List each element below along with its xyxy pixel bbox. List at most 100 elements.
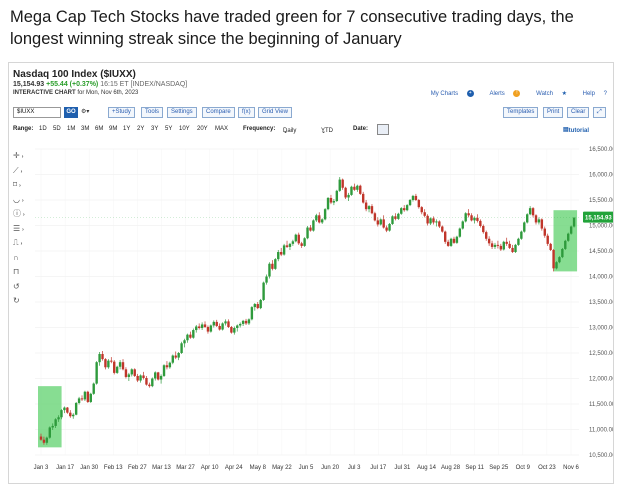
tweet-caption: Mega Cap Tech Stocks have traded green f… [10, 8, 574, 48]
x-tick-label: Jun 20 [321, 465, 340, 471]
candle-body [197, 326, 201, 329]
last-price-tag [583, 211, 613, 223]
fib-tool-icon[interactable]: ☰ › [13, 223, 24, 233]
candle-body [458, 228, 462, 237]
x-tick-label: Apr 24 [225, 465, 243, 471]
expand-icon[interactable]: ⤢ [593, 107, 606, 118]
range-option-3y[interactable]: 3Y [151, 126, 159, 132]
candle-body [572, 217, 576, 227]
redo-icon[interactable]: ↻ [13, 296, 20, 305]
candle-body [320, 219, 324, 223]
candle-body [370, 206, 374, 214]
y-tick-label: 12,500.00 [589, 351, 614, 357]
x-tick-label: Oct 23 [538, 465, 556, 471]
go-button[interactable]: GO [64, 107, 78, 118]
print-button[interactable]: Print [543, 107, 564, 118]
gear-icon[interactable]: ⚙▾ [81, 109, 90, 115]
candle-body [502, 241, 505, 250]
range-option-2y[interactable]: 2Y [137, 126, 145, 132]
candle-body [113, 361, 116, 373]
candle-body [60, 410, 63, 418]
candle-body [303, 238, 306, 246]
candle-body [57, 417, 60, 420]
x-tick-label: Nov 6 [563, 465, 579, 471]
candle-body [555, 262, 558, 269]
candle-body [183, 340, 186, 344]
range-option-10y[interactable]: 10Y [179, 126, 190, 132]
study-button[interactable]: +Study [108, 107, 135, 118]
symbol-input[interactable]: $IUXX [13, 107, 61, 118]
range-option-9m[interactable]: 9M [109, 126, 118, 132]
x-tick-label: Feb 27 [128, 465, 147, 471]
templates-button[interactable]: Templates [503, 107, 539, 118]
candle-body [338, 179, 341, 191]
grid-view-button[interactable]: Grid View [258, 107, 292, 118]
candle-body [356, 185, 359, 190]
candle-body [382, 219, 385, 228]
x-tick-label: Aug 14 [417, 465, 437, 471]
range-option-max[interactable]: MAX [215, 126, 229, 132]
candlestick-chart: 16,500.00 16,000.00 15,500.00 15,000.00 14,5… [34, 147, 614, 471]
range-option-5d[interactable]: 5D [53, 126, 61, 132]
undo-icon[interactable]: ↺ [13, 281, 20, 291]
clear-button[interactable]: Clear [567, 107, 590, 118]
tutorial-link[interactable]: ▤ tutorial [563, 127, 590, 134]
help-link[interactable]: Help ? [582, 91, 607, 98]
candle-body [329, 197, 333, 203]
range-option-1m[interactable]: 1M [67, 126, 76, 132]
range-bar: Range: 1D 5D 1M 3M 6M 9M 1Y 2Y 3Y 5Y 10Y 20Y MAX Fre… [13, 124, 590, 135]
candle-body [455, 236, 459, 243]
measure-tool-icon[interactable]: ⎍ › [13, 238, 23, 247]
candle-body [417, 200, 421, 208]
alerts-link[interactable]: Alerts ! [482, 90, 521, 97]
candle-body [268, 263, 271, 277]
candle-body [332, 201, 336, 203]
my-charts-link[interactable]: My Charts + [424, 90, 474, 97]
candle-body [312, 220, 315, 231]
range-option-20y[interactable]: 20Y [197, 126, 208, 132]
candle-body [159, 375, 163, 380]
info-tool-icon[interactable]: ⓘ › [13, 209, 25, 218]
candle-body [77, 398, 81, 403]
watch-link[interactable]: Watch ★ [536, 91, 567, 98]
x-tick-label: Feb 13 [104, 465, 123, 471]
candle-body [318, 215, 321, 223]
candle-body [388, 223, 391, 231]
tools-button[interactable]: Tools [141, 107, 164, 118]
last-price-tag-label: 15,154.93 [585, 216, 612, 222]
settings-button[interactable]: Settings [167, 107, 197, 118]
magnet-icon[interactable]: ∩ [13, 252, 19, 262]
candle-body [230, 326, 233, 333]
candle-body [297, 234, 300, 244]
x-tick-label: Sep 25 [489, 465, 509, 471]
curve-tool-icon[interactable]: ◡ › [13, 194, 24, 204]
candle-body [476, 217, 479, 221]
candle-body [247, 319, 251, 324]
candle-body [379, 219, 382, 225]
candle-body [203, 324, 207, 327]
range-option-5y[interactable]: 5Y [165, 126, 173, 132]
candle-body [443, 231, 447, 242]
candle-body [528, 208, 532, 215]
candle-body [432, 218, 435, 223]
crosshair-tool-icon[interactable]: ✛ › [13, 151, 24, 160]
candle-body [361, 193, 365, 203]
fx-button[interactable]: f(x) [238, 107, 255, 118]
range-option-1y[interactable]: 1Y [123, 126, 131, 132]
x-tick-label: May 22 [272, 465, 292, 471]
y-tick-label: 13,500.00 [589, 300, 614, 306]
candle-body [564, 240, 567, 249]
candle-body [218, 325, 221, 330]
shape-tool-icon[interactable]: ⌑ › [13, 180, 21, 189]
candle-body [288, 243, 292, 247]
range-option-3m[interactable]: 3M [81, 126, 90, 132]
line-tool-icon[interactable]: ⟋ › [13, 165, 23, 175]
candle-body [256, 304, 259, 309]
candle-body [376, 220, 380, 225]
range-option-1d[interactable]: 1D [39, 126, 47, 132]
candle-body [490, 243, 494, 247]
compare-button[interactable]: Compare [202, 107, 235, 118]
calendar-icon[interactable] [377, 124, 389, 135]
range-option-6m[interactable]: 6M [95, 126, 104, 132]
lock-icon[interactable]: ⊓ [13, 267, 20, 276]
